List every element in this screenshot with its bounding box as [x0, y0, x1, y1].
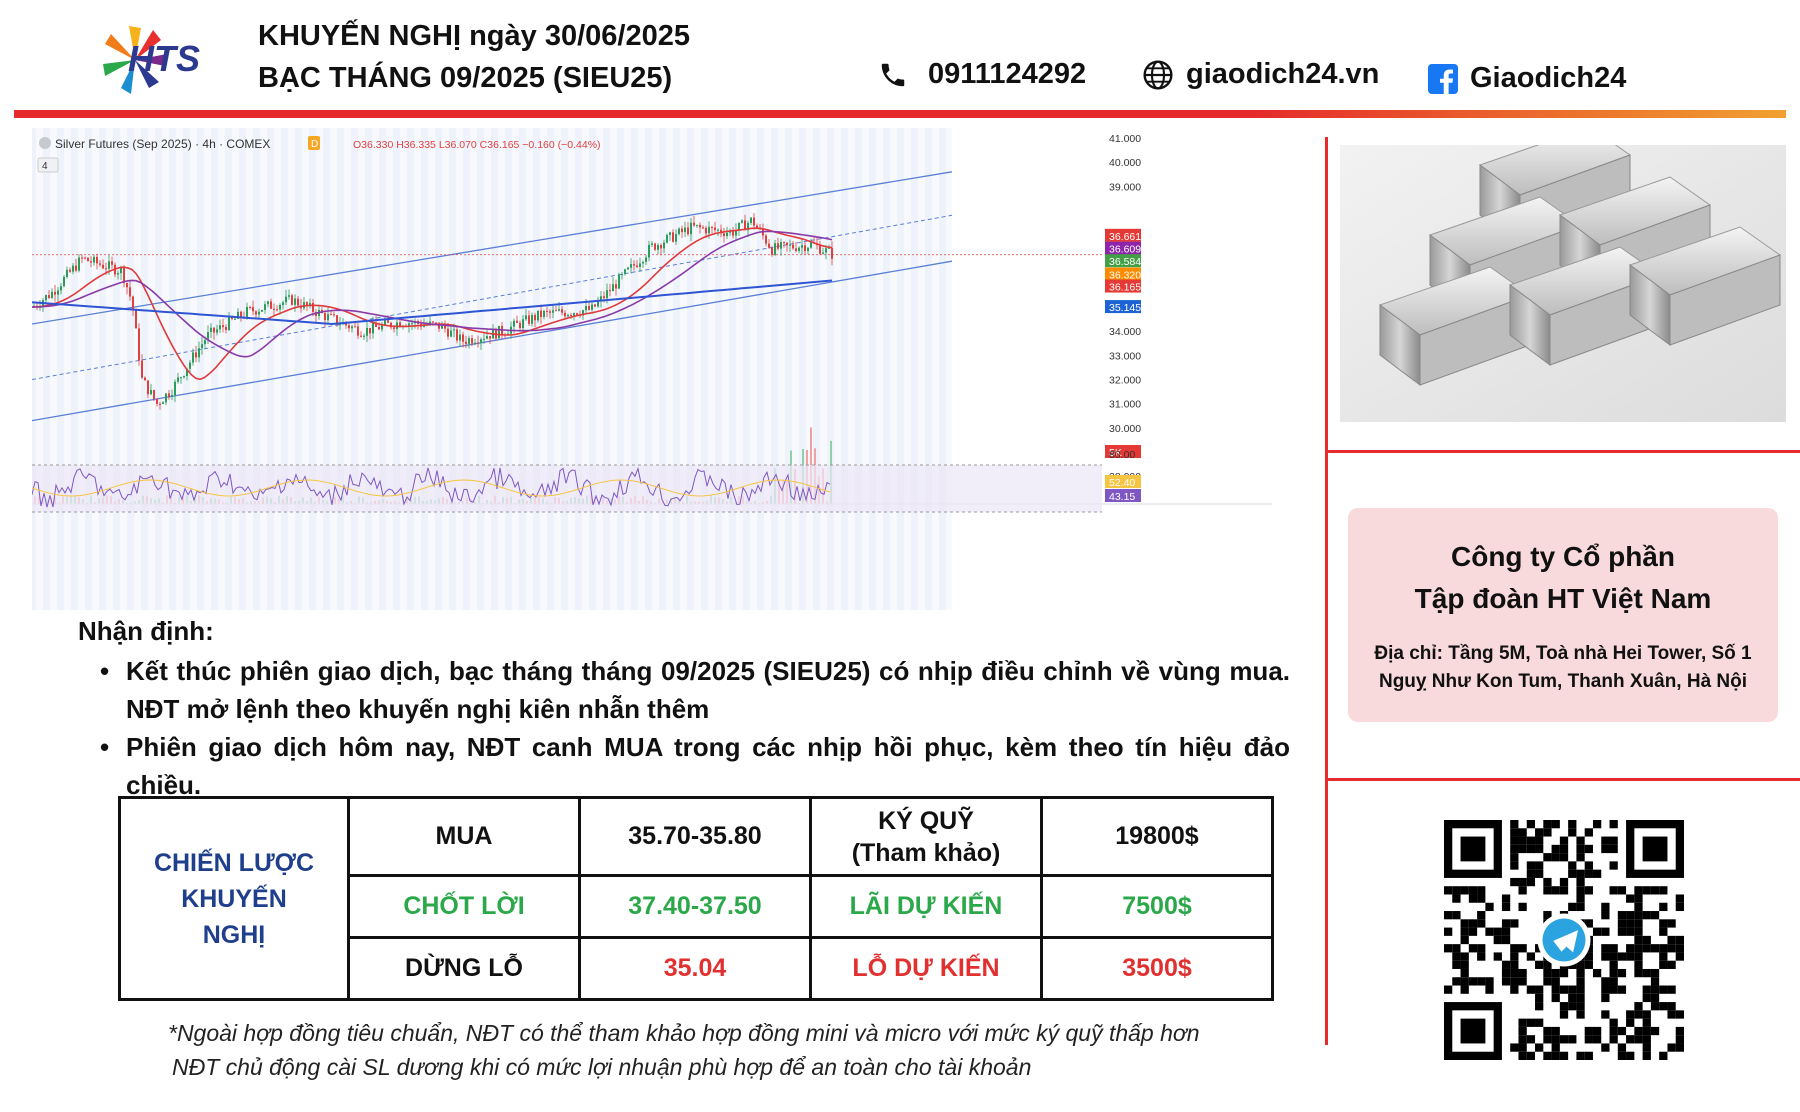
analysis-heading: Nhận định: — [78, 616, 214, 646]
axis-tick-label: 39.000 — [1109, 181, 1141, 193]
strategy-metric: KÝ QUỸ (Tham khảo) — [809, 796, 1043, 877]
strategy-label: CHIẾN LƯỢC KHUYẾN NGHỊ — [118, 796, 350, 1001]
analysis-bullets: Kết thúc phiên giao dịch, bạc tháng thán… — [100, 652, 1290, 804]
axis-tick-label: 43.15 — [1109, 491, 1135, 503]
analysis-bullet: Phiên giao dịch hôm nay, NĐT canh MUA tr… — [100, 728, 1290, 804]
website-url: giaodich24.vn — [1186, 58, 1380, 90]
axis-tick-label: 5K — [1109, 447, 1122, 459]
strategy-price: 35.70-35.80 — [578, 796, 812, 877]
header-divider — [14, 110, 1786, 118]
chart-title: Silver Futures (Sep 2025) · 4h · COMEX — [55, 137, 270, 151]
silver-symbol-icon — [39, 137, 51, 149]
silver-bars-image — [1340, 145, 1786, 422]
strategy-amount: 7500$ — [1040, 874, 1274, 939]
website-contact[interactable]: giaodich24.vn — [1142, 58, 1379, 91]
axis-tick-label: 40.000 — [1109, 157, 1141, 169]
footnote: NĐT chủ động cài SL dương khi có mức lợi… — [172, 1054, 1032, 1080]
section-divider — [1325, 450, 1800, 453]
globe-icon — [1143, 59, 1173, 90]
strategy-metric: LỖ DỰ KIẾN — [809, 936, 1043, 1001]
axis-tick-label: 30.000 — [1109, 423, 1141, 435]
axis-tick-label: 36.661 — [1109, 231, 1141, 243]
column-divider — [1325, 137, 1328, 1045]
strategy-action: DỪNG LỖ — [347, 936, 581, 1001]
strategy-action: CHỐT LỜI — [347, 874, 581, 939]
axis-tick-label: 80.00 — [1109, 449, 1135, 461]
hts-logo-icon — [103, 26, 167, 94]
strategy-amount: 19800$ — [1040, 796, 1274, 877]
axis-tick-label: 36.609 — [1109, 244, 1141, 256]
axis-tick-label: 52.40 — [1109, 477, 1135, 489]
interval-badge: 4 — [42, 161, 48, 172]
facebook-icon — [1428, 63, 1458, 94]
report-title: KHUYẾN NGHỊ ngày 30/06/2025 — [258, 20, 690, 52]
axis-tick-label: 35.145 — [1109, 302, 1141, 314]
footnote: *Ngoài hợp đồng tiêu chuẩn, NĐT có thể t… — [168, 1020, 1200, 1046]
price-chart: 41.000 40.000 39.000 36.66136.60936.58436.3… — [32, 128, 1312, 610]
section-divider — [1325, 778, 1800, 781]
analysis-bullet: Kết thúc phiên giao dịch, bạc tháng thán… — [100, 652, 1290, 728]
facebook-name: Giaodich24 — [1470, 62, 1627, 94]
strategy-price: 37.40-37.50 — [578, 874, 812, 939]
axis-tick-label: 36.165 — [1109, 282, 1141, 294]
phone-contact[interactable]: 0911124292 — [878, 58, 1086, 91]
strategy-amount: 3500$ — [1040, 936, 1274, 1001]
brand-name: HTS — [128, 38, 200, 79]
phone-number: 0911124292 — [928, 58, 1087, 90]
axis-tick-label: 36.320 — [1109, 269, 1141, 281]
svg-text:D: D — [311, 139, 318, 150]
chart-ohlc: O36.330 H36.335 L36.070 C36.165 −0.160 (… — [353, 139, 601, 151]
strategy-action: MUA — [347, 796, 581, 877]
facebook-contact[interactable]: Giaodich24 — [1428, 62, 1626, 95]
axis-tick-label: 41.000 — [1109, 133, 1141, 145]
axis-tick-label: 36.584 — [1109, 256, 1141, 268]
axis-tick-label: 34.000 — [1109, 326, 1141, 338]
strategy-price: 35.04 — [578, 936, 812, 1001]
axis-tick-label: 33.000 — [1109, 350, 1141, 362]
axis-tick-label: 31.000 — [1109, 399, 1141, 411]
strategy-metric: LÃI DỰ KIẾN — [809, 874, 1043, 939]
company-card: Công ty Cổ phần Tập đoàn HT Việt Nam Địa… — [1348, 508, 1778, 722]
report-subtitle: BẠC THÁNG 09/2025 (SIEU25) — [258, 62, 673, 94]
telegram-qr-code[interactable] — [1444, 820, 1684, 1060]
company-address: Địa chỉ: Tầng 5M, Toà nhà Hei Tower, Số … — [1374, 643, 1752, 692]
company-name: Công ty Cổ phần Tập đoàn HT Việt Nam — [1414, 541, 1712, 614]
strategy-table: CHIẾN LƯỢC KHUYẾN NGHỊ MUA 35.70-35.80 K… — [118, 796, 1274, 1001]
axis-tick-label: 32.000 — [1109, 375, 1141, 387]
phone-icon — [881, 63, 905, 86]
